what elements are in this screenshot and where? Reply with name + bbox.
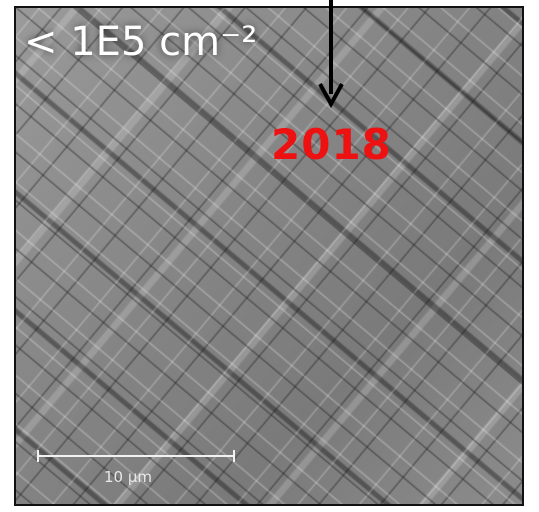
scale-bar-label: 10 µm — [104, 468, 153, 486]
year-label: 2018 — [271, 120, 392, 169]
density-label: < 1E5 cm⁻² — [24, 19, 258, 65]
micrograph-image — [14, 6, 524, 506]
crosshatch-texture — [16, 8, 522, 504]
scale-bar — [37, 450, 235, 462]
